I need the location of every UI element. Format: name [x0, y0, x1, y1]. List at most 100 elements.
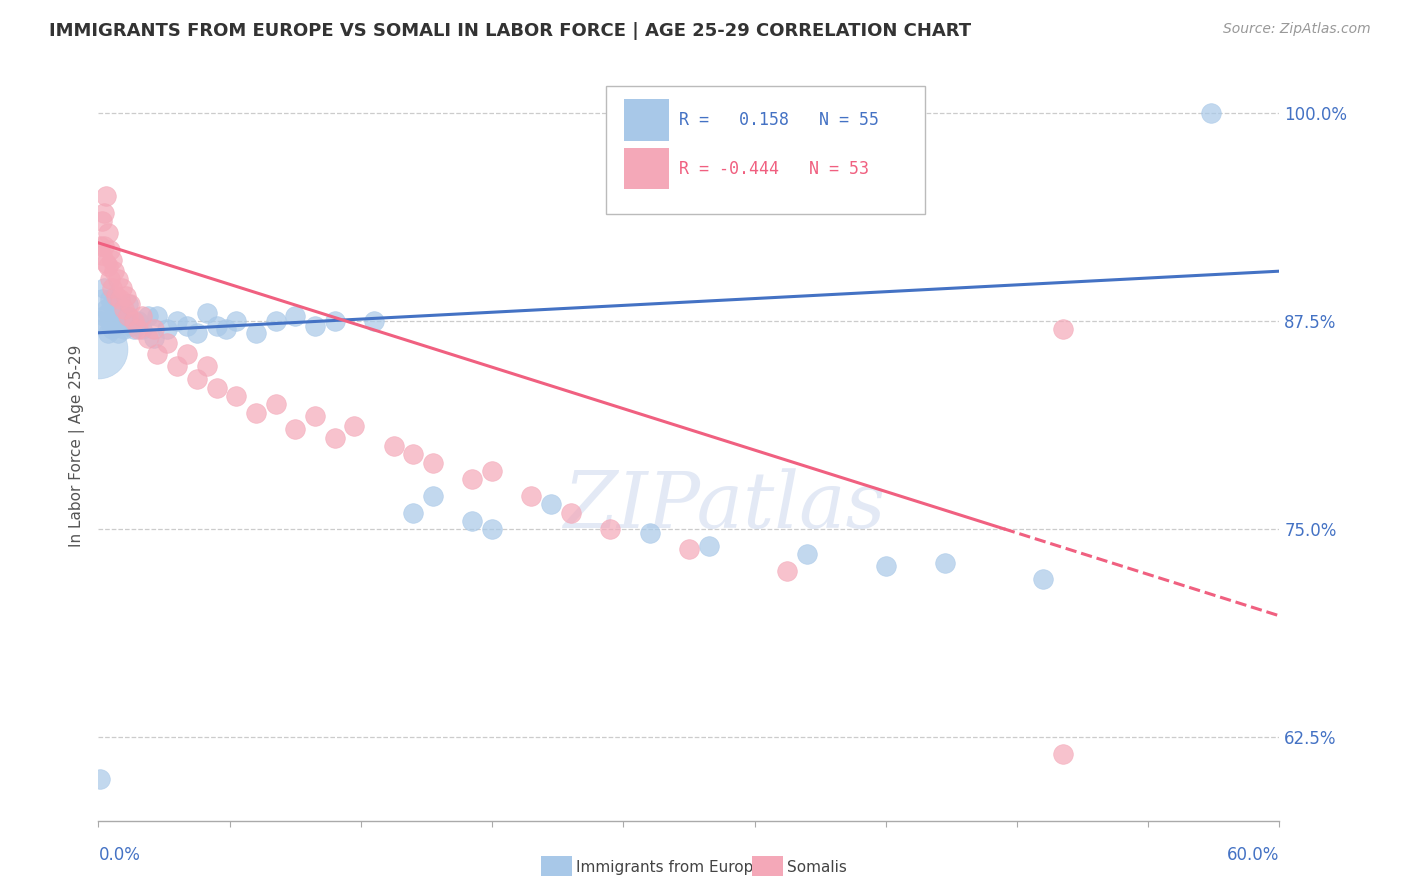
- Point: [205, 381, 228, 395]
- Point: [107, 306, 129, 320]
- Point: [520, 489, 543, 503]
- Text: Source: ZipAtlas.com: Source: ZipAtlas.com: [1223, 22, 1371, 37]
- Point: [93, 281, 115, 295]
- Point: [599, 522, 621, 536]
- Point: [103, 264, 125, 278]
- Text: R =   0.158   N = 55: R = 0.158 N = 55: [679, 112, 880, 129]
- Point: [461, 514, 484, 528]
- Point: [461, 472, 484, 486]
- Point: [127, 314, 149, 328]
- Point: [87, 343, 110, 357]
- Point: [934, 556, 956, 570]
- Point: [108, 312, 131, 326]
- Point: [98, 293, 121, 307]
- Point: [245, 326, 267, 340]
- Point: [117, 318, 139, 332]
- Point: [304, 319, 326, 334]
- Point: [166, 359, 188, 373]
- Point: [382, 439, 405, 453]
- Point: [225, 314, 247, 328]
- Point: [89, 239, 111, 253]
- Point: [96, 302, 118, 317]
- Point: [105, 319, 128, 334]
- Point: [89, 314, 111, 328]
- Point: [304, 409, 326, 423]
- Point: [142, 322, 165, 336]
- Point: [560, 506, 582, 520]
- Point: [142, 331, 165, 345]
- Point: [96, 256, 118, 270]
- Point: [117, 297, 139, 311]
- Point: [156, 335, 179, 350]
- Point: [101, 281, 124, 295]
- Point: [1052, 747, 1074, 761]
- Point: [111, 281, 134, 295]
- Point: [323, 431, 346, 445]
- Point: [107, 272, 129, 286]
- Point: [1052, 322, 1074, 336]
- Point: [121, 319, 143, 334]
- Point: [131, 322, 153, 336]
- Point: [122, 322, 145, 336]
- Point: [115, 289, 138, 303]
- Point: [176, 347, 198, 361]
- Point: [422, 489, 444, 503]
- Point: [166, 314, 188, 328]
- Point: [91, 293, 114, 307]
- Point: [122, 314, 145, 328]
- Text: ZIPatlas: ZIPatlas: [564, 467, 886, 544]
- Point: [284, 309, 307, 323]
- Point: [402, 447, 425, 461]
- Point: [98, 314, 121, 328]
- Point: [97, 226, 120, 240]
- Point: [112, 302, 135, 317]
- Point: [118, 297, 141, 311]
- Text: 60.0%: 60.0%: [1227, 846, 1279, 863]
- Point: [875, 558, 897, 573]
- Point: [481, 464, 503, 478]
- Point: [205, 319, 228, 334]
- Point: [101, 297, 124, 311]
- Point: [93, 239, 115, 253]
- Point: [343, 419, 366, 434]
- Point: [91, 247, 114, 261]
- Point: [101, 252, 124, 267]
- Point: [117, 309, 139, 323]
- Point: [176, 319, 198, 334]
- Text: R = -0.444   N = 53: R = -0.444 N = 53: [679, 160, 869, 178]
- Text: 0.0%: 0.0%: [98, 846, 141, 863]
- FancyBboxPatch shape: [624, 148, 669, 189]
- Point: [101, 322, 124, 336]
- Point: [1032, 572, 1054, 586]
- Point: [127, 322, 149, 336]
- Point: [115, 309, 138, 323]
- Point: [186, 326, 208, 340]
- Point: [402, 506, 425, 520]
- Point: [796, 547, 818, 561]
- Point: [195, 359, 218, 373]
- FancyBboxPatch shape: [606, 87, 925, 214]
- Point: [97, 259, 120, 273]
- Point: [108, 293, 131, 307]
- Point: [146, 309, 169, 323]
- Point: [697, 539, 720, 553]
- Point: [284, 422, 307, 436]
- Point: [195, 306, 218, 320]
- Text: IMMIGRANTS FROM EUROPE VS SOMALI IN LABOR FORCE | AGE 25-29 CORRELATION CHART: IMMIGRANTS FROM EUROPE VS SOMALI IN LABO…: [49, 22, 972, 40]
- Point: [89, 772, 111, 786]
- FancyBboxPatch shape: [624, 99, 669, 141]
- Point: [131, 309, 153, 323]
- Point: [97, 326, 120, 340]
- Point: [245, 406, 267, 420]
- Point: [96, 189, 118, 203]
- Point: [422, 456, 444, 470]
- Point: [186, 372, 208, 386]
- Point: [103, 309, 125, 323]
- Point: [91, 214, 114, 228]
- Point: [107, 326, 129, 340]
- Point: [136, 331, 159, 345]
- Point: [225, 389, 247, 403]
- Point: [98, 272, 121, 286]
- Point: [264, 314, 287, 328]
- Point: [93, 309, 115, 323]
